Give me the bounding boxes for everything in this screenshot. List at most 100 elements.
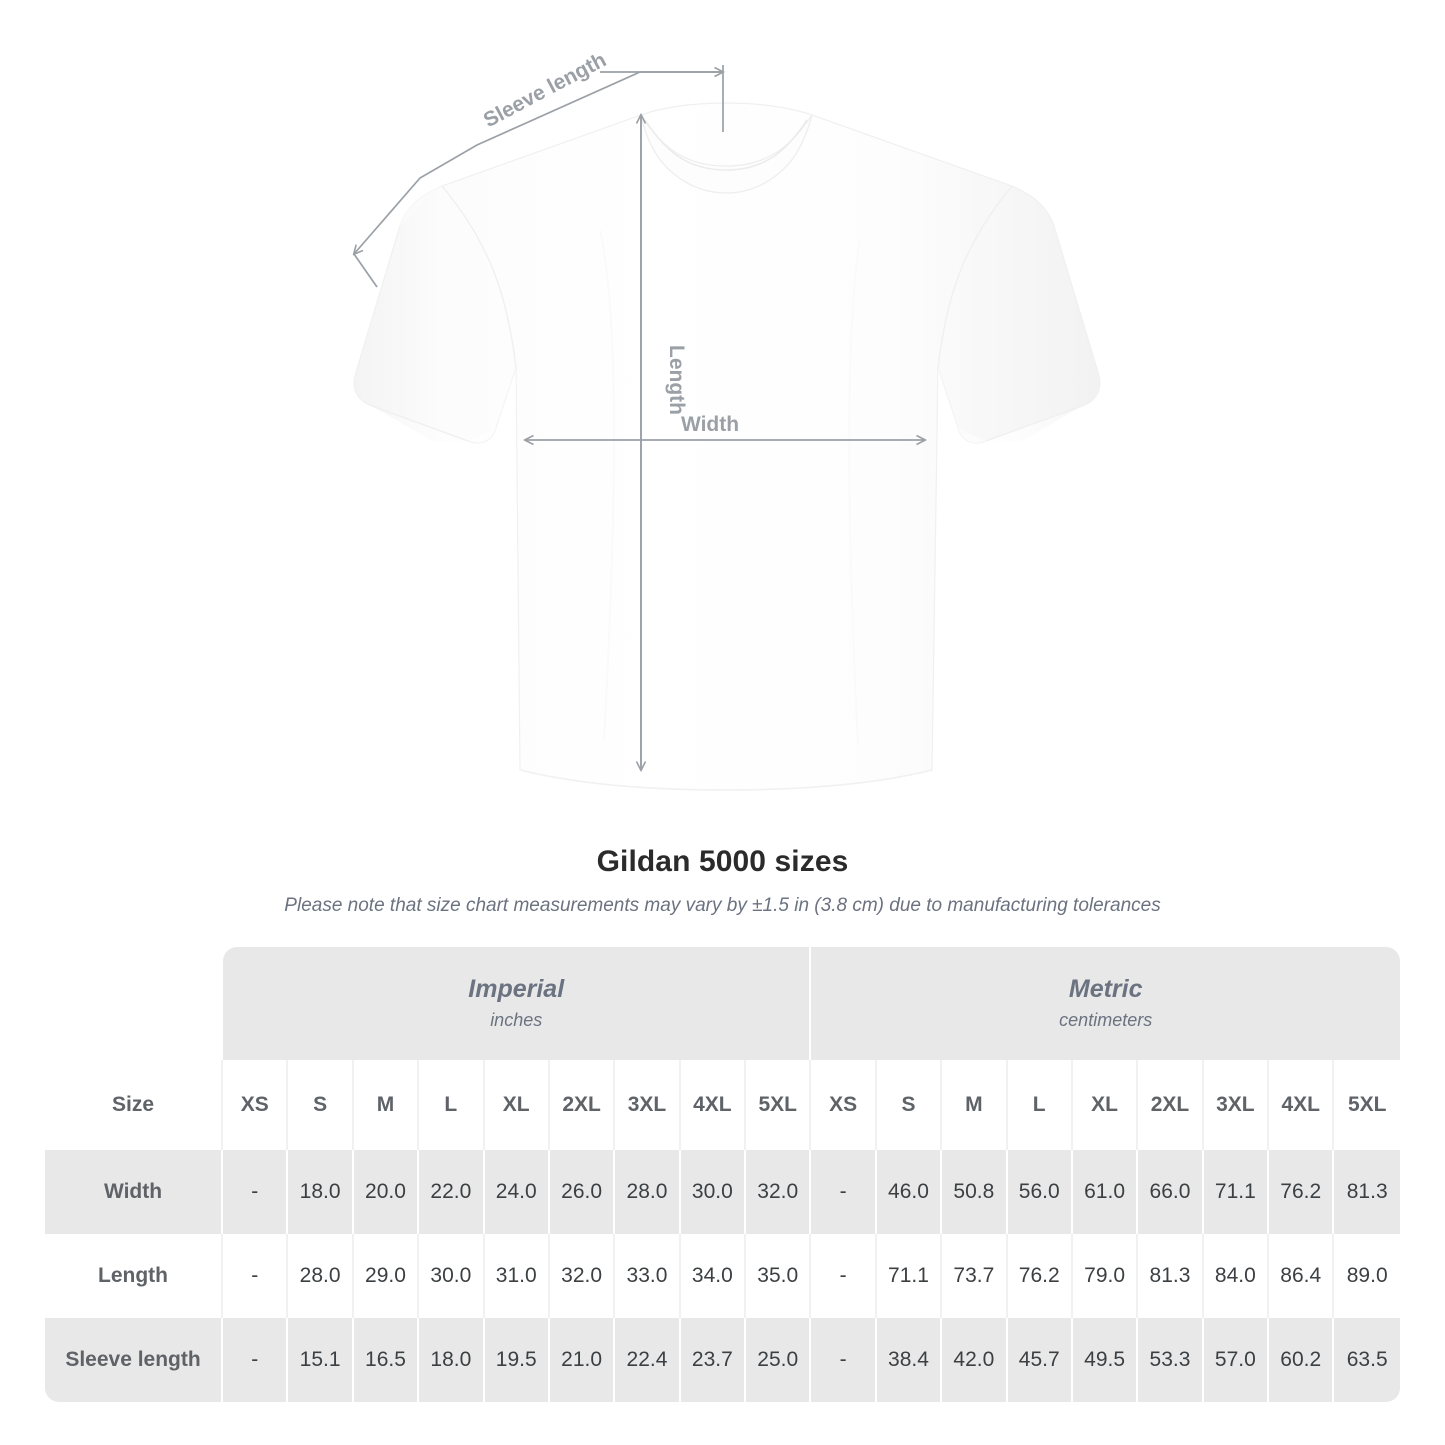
cell-width-imperial-4xl: 30.0 (680, 1150, 747, 1234)
cell-sleeve-length-imperial-xl: 19.5 (484, 1318, 550, 1402)
unit-group-sub: inches (490, 1010, 543, 1031)
tshirt-garment (353, 102, 1101, 791)
cell-width-metric-l: 56.0 (1007, 1150, 1073, 1234)
size-header-imperial-2xl: 2XL (549, 1060, 616, 1150)
cell-sleeve-length-metric-xs: - (811, 1318, 877, 1402)
heading-block: Gildan 5000 sizes Please note that size … (0, 845, 1445, 917)
cell-width-metric-xl: 61.0 (1072, 1150, 1139, 1234)
cell-sleeve-length-imperial-2xl: 21.0 (549, 1318, 616, 1402)
cell-sleeve-length-imperial-4xl: 23.7 (680, 1318, 747, 1402)
unit-group-sub: centimeters (1059, 1010, 1153, 1031)
unit-group-name: Metric (1068, 974, 1143, 1003)
cell-sleeve-length-imperial-5xl: 25.0 (746, 1318, 812, 1402)
cell-sleeve-length-metric-4xl: 60.2 (1269, 1318, 1335, 1402)
dimension-lines (354, 65, 925, 770)
cell-sleeve-length-imperial-xs: - (223, 1318, 289, 1402)
cell-sleeve-length-metric-5xl: 63.5 (1334, 1318, 1400, 1402)
cell-width-imperial-xs: - (223, 1150, 289, 1234)
cell-width-imperial-5xl: 32.0 (746, 1150, 812, 1234)
unit-group-imperial: Imperial inches (223, 947, 812, 1060)
size-header-imperial-3xl: 3XL (615, 1060, 681, 1150)
cell-sleeve-length-metric-3xl: 57.0 (1203, 1318, 1270, 1402)
cell-width-metric-xs: - (811, 1150, 877, 1234)
table-row: Sleeve length -15.1 16.5 18.0 19.5 21.0 22.4 23… (45, 1318, 1400, 1402)
cell-length-metric-m: 73.7 (942, 1234, 1008, 1318)
unit-group-name: Imperial (468, 974, 565, 1003)
unit-group-row: Imperial inches Metric centimeters (45, 947, 1400, 1060)
cell-width-metric-3xl: 71.1 (1203, 1150, 1270, 1234)
size-header-metric-xs: XS (811, 1060, 877, 1150)
cell-width-imperial-l: 22.0 (419, 1150, 485, 1234)
size-header-metric-m: M (942, 1060, 1008, 1150)
unit-row-spacer (45, 947, 224, 1060)
cell-length-imperial-l: 30.0 (419, 1234, 485, 1318)
cell-width-imperial-s: 18.0 (288, 1150, 354, 1234)
cell-sleeve-length-imperial-s: 15.1 (288, 1318, 354, 1402)
size-header-metric-2xl: 2XL (1138, 1060, 1204, 1150)
width-label: Width (681, 413, 739, 436)
size-header-imperial-4xl: 4XL (680, 1060, 747, 1150)
cell-width-metric-2xl: 66.0 (1138, 1150, 1204, 1234)
size-table-wrapper: Imperial inches Metric centimeters Size XS S M L… (45, 947, 1400, 1402)
row-label-length: Length (45, 1234, 224, 1318)
cell-sleeve-length-metric-xl: 49.5 (1072, 1318, 1139, 1402)
row-label-sleeve-length: Sleeve length (45, 1318, 224, 1402)
cell-width-metric-4xl: 76.2 (1269, 1150, 1335, 1234)
size-header-label: Size (45, 1060, 224, 1150)
cell-sleeve-length-imperial-3xl: 22.4 (615, 1318, 681, 1402)
row-label-width: Width (45, 1150, 224, 1234)
size-table: Imperial inches Metric centimeters Size XS S M L… (45, 947, 1400, 1402)
page-title: Gildan 5000 sizes (596, 845, 849, 878)
cell-length-metric-s: 71.1 (876, 1234, 943, 1318)
cell-length-imperial-5xl: 35.0 (746, 1234, 812, 1318)
cell-length-metric-xl: 79.0 (1072, 1234, 1139, 1318)
size-header-imperial-s: S (288, 1060, 354, 1150)
cell-length-imperial-s: 28.0 (288, 1234, 354, 1318)
size-header-imperial-xl: XL (484, 1060, 550, 1150)
unit-group-metric: Metric centimeters (811, 947, 1400, 1060)
cell-length-imperial-3xl: 33.0 (615, 1234, 681, 1318)
cell-sleeve-length-metric-2xl: 53.3 (1138, 1318, 1204, 1402)
size-header-imperial-l: L (419, 1060, 485, 1150)
cell-width-metric-m: 50.8 (942, 1150, 1008, 1234)
cell-sleeve-length-metric-s: 38.4 (876, 1318, 943, 1402)
cell-length-metric-2xl: 81.3 (1138, 1234, 1204, 1318)
size-header-metric-s: S (876, 1060, 943, 1150)
cell-length-metric-4xl: 86.4 (1269, 1234, 1335, 1318)
size-header-imperial-5xl: 5XL (746, 1060, 812, 1150)
length-label: Length (665, 345, 688, 415)
tolerance-note: Please note that size chart measurements… (284, 895, 1161, 916)
table-row: Length -28.0 29.0 30.0 31.0 32.0 33.0 34.0 35.0-… (45, 1234, 1400, 1318)
cell-width-imperial-m: 20.0 (353, 1150, 420, 1234)
cell-sleeve-length-imperial-m: 16.5 (353, 1318, 420, 1402)
cell-length-metric-3xl: 84.0 (1203, 1234, 1270, 1318)
size-header-imperial-xs: XS (223, 1060, 289, 1150)
tshirt-measurement-diagram: Sleeve length Length Width (0, 48, 1101, 791)
size-header-metric-3xl: 3XL (1203, 1060, 1270, 1150)
size-header-metric-5xl: 5XL (1334, 1060, 1400, 1150)
sleeve-length-label: Sleeve length (480, 48, 610, 132)
cell-length-imperial-xs: - (223, 1234, 289, 1318)
sleeve-hem-tick (353, 253, 378, 288)
size-header-metric-l: L (1007, 1060, 1073, 1150)
cell-length-imperial-xl: 31.0 (484, 1234, 550, 1318)
cell-length-metric-l: 76.2 (1007, 1234, 1073, 1318)
cell-width-imperial-xl: 24.0 (484, 1150, 550, 1234)
cell-sleeve-length-metric-m: 42.0 (942, 1318, 1008, 1402)
size-header-imperial-m: M (353, 1060, 420, 1150)
cell-length-imperial-2xl: 32.0 (549, 1234, 616, 1318)
cell-width-metric-s: 46.0 (876, 1150, 943, 1234)
cell-length-metric-5xl: 89.0 (1334, 1234, 1400, 1318)
cell-width-imperial-2xl: 26.0 (549, 1150, 616, 1234)
cell-length-imperial-m: 29.0 (353, 1234, 420, 1318)
cell-sleeve-length-imperial-l: 18.0 (419, 1318, 485, 1402)
cell-width-imperial-3xl: 28.0 (615, 1150, 681, 1234)
cell-length-imperial-4xl: 34.0 (680, 1234, 747, 1318)
cell-sleeve-length-metric-l: 45.7 (1007, 1318, 1073, 1402)
cell-width-metric-5xl: 81.3 (1334, 1150, 1400, 1234)
table-row: Width -18.0 20.0 22.0 24.0 26.0 28.0 30.0 32.0-4… (45, 1150, 1400, 1234)
cell-length-metric-xs: - (811, 1234, 877, 1318)
size-header-metric-4xl: 4XL (1269, 1060, 1335, 1150)
size-header-row: Size XS S M L XL 2XL 3XL 4XL 5XL XS S M L XL 2XL 3XL 4XL 5… (45, 1060, 1400, 1150)
